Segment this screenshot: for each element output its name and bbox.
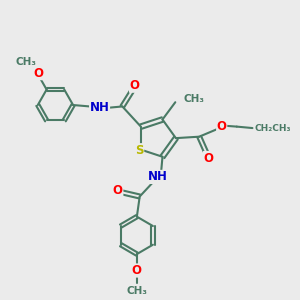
Text: O: O — [132, 264, 142, 277]
Text: O: O — [217, 119, 227, 133]
Text: CH₃: CH₃ — [126, 286, 147, 296]
Text: NH: NH — [148, 170, 168, 183]
Text: CH₃: CH₃ — [184, 94, 205, 104]
Text: NH: NH — [90, 101, 110, 114]
Text: CH₃: CH₃ — [16, 57, 37, 67]
Text: O: O — [130, 79, 140, 92]
Text: O: O — [113, 184, 123, 197]
Text: S: S — [135, 144, 144, 157]
Text: CH₂CH₃: CH₂CH₃ — [255, 124, 291, 133]
Text: O: O — [33, 67, 43, 80]
Text: O: O — [204, 152, 214, 164]
